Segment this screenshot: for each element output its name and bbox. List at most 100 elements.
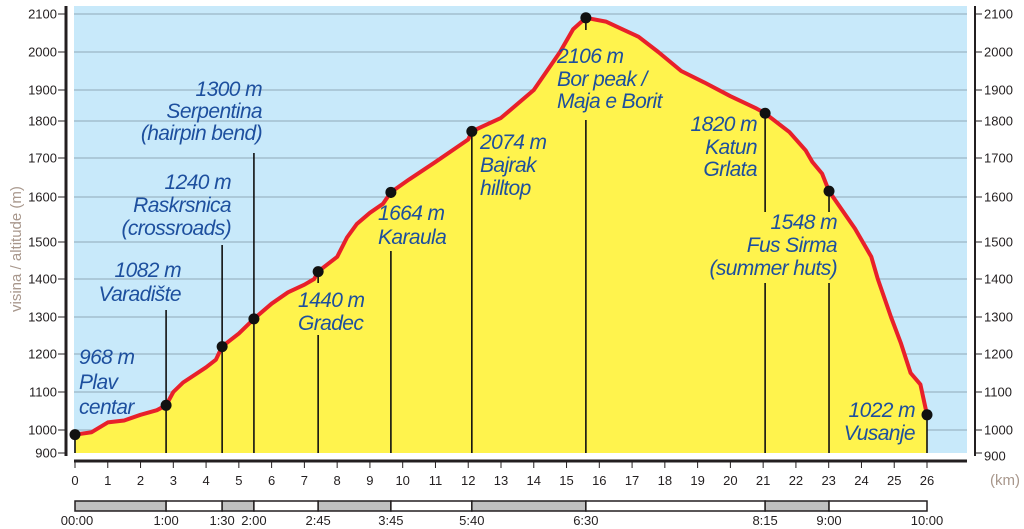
time-bar-segment	[390, 500, 473, 512]
time-bar-segment	[471, 500, 587, 512]
x-tick-label: 2	[137, 473, 144, 488]
waypoint-name-label: Bor peak /	[557, 68, 649, 91]
x-tick-label: 1	[104, 473, 111, 488]
waypoint-name-label: Karaula	[378, 226, 446, 249]
time-bar-segment	[221, 500, 255, 512]
time-label: 2:45	[305, 513, 330, 528]
waypoint-name-label: Serpentina	[166, 100, 262, 123]
y-tick-label: 1100	[29, 385, 57, 400]
time-bar-segment	[165, 500, 223, 512]
waypoint-name-label: (hairpin bend)	[141, 122, 262, 145]
y-tick-label: 1200	[28, 347, 57, 362]
y-tick-label-right: 1300	[984, 310, 1013, 325]
x-tick-label: 4	[202, 473, 209, 488]
time-bar-segment	[828, 500, 928, 512]
y-tick-label: 1500	[28, 235, 57, 250]
waypoint-dot	[823, 185, 835, 197]
x-tick-label: 7	[301, 473, 308, 488]
x-tick-label: 17	[625, 473, 639, 488]
elevation-area	[75, 17, 927, 454]
waypoint-dot	[312, 266, 324, 278]
x-tick-label: 24	[854, 473, 868, 488]
y-tick-label: 1800	[28, 114, 57, 129]
y-tick-label-right: 1500	[984, 235, 1013, 250]
waypoint-name-label: (crossroads)	[122, 217, 232, 240]
x-tick-label: 13	[494, 473, 508, 488]
y-tick-label-right: 1100	[984, 385, 1012, 400]
y-tick-label: 1000	[28, 423, 57, 438]
waypoint-altitude-label: 1820 m	[691, 113, 758, 136]
x-tick-label: 21	[756, 473, 770, 488]
x-tick-label: 16	[592, 473, 606, 488]
y-axis-title: visina / altitude (m)	[8, 186, 25, 312]
x-tick-label: 14	[527, 473, 541, 488]
waypoint-dot	[160, 399, 172, 411]
y-tick-label-right: 1200	[984, 347, 1013, 362]
time-label: 8:15	[752, 513, 777, 528]
x-tick-label: 6	[268, 473, 275, 488]
waypoint-name-label: Fus Sirma	[747, 234, 837, 257]
waypoint-altitude-label: 2106 m	[556, 45, 624, 68]
x-tick-label: 26	[920, 473, 934, 488]
x-axis-title: (km)	[990, 472, 1020, 489]
waypoint-name-label: centar	[79, 396, 135, 419]
time-bar-segment	[317, 500, 392, 512]
time-label: 6:30	[573, 513, 598, 528]
y-tick-label-right: 2000	[984, 45, 1013, 60]
x-tick-label: 3	[170, 473, 177, 488]
y-tick-label-right: 1600	[984, 190, 1013, 205]
time-label: 1:00	[153, 513, 178, 528]
waypoint-altitude-label: 1440 m	[298, 289, 365, 312]
x-tick-label: 19	[690, 473, 704, 488]
y-tick-label-right: 1400	[984, 272, 1013, 287]
time-bar-segment	[764, 500, 830, 512]
y-tick-label: 900	[35, 446, 57, 461]
time-label: 00:00	[61, 513, 94, 528]
time-label: 5:40	[459, 513, 484, 528]
x-tick-label: 10	[395, 473, 409, 488]
x-tick-label: 15	[559, 473, 573, 488]
time-label: 1:30	[209, 513, 234, 528]
x-tick-label: 25	[887, 473, 901, 488]
waypoint-name-label: Grlata	[703, 158, 757, 181]
waypoint-dot	[580, 12, 592, 24]
waypoint-name-label: Bajrak	[480, 154, 538, 177]
x-tick-label: 0	[71, 473, 78, 488]
waypoint-dot	[466, 125, 478, 137]
waypoint-name-label: Maja e Borit	[557, 90, 664, 113]
time-label: 9:00	[816, 513, 841, 528]
time-label: 2:00	[241, 513, 266, 528]
time-bar-segment	[253, 500, 319, 512]
x-tick-label: 9	[366, 473, 373, 488]
y-tick-label-right: 2100	[984, 7, 1013, 22]
y-tick-label: 1400	[28, 272, 57, 287]
time-bar-segment	[74, 500, 167, 512]
waypoint-name-label: Raskrsnica	[133, 194, 231, 217]
waypoint-altitude-label: 1240 m	[165, 171, 232, 194]
y-tick-label: 1900	[28, 83, 57, 98]
y-tick-label-right: 1800	[984, 114, 1013, 129]
waypoint-name-label: Katun	[705, 136, 757, 159]
y-tick-label: 2000	[28, 45, 57, 60]
waypoint-altitude-label: 968 m	[79, 346, 134, 369]
waypoint-altitude-label: 1548 m	[771, 211, 838, 234]
time-bar-segment	[585, 500, 766, 512]
waypoint-name-label: Varadište	[98, 283, 181, 306]
time-label: 3:45	[378, 513, 403, 528]
time-label: 10:00	[911, 513, 944, 528]
y-tick-label-right: 1000	[984, 423, 1013, 438]
waypoint-name-label: hilltop	[480, 177, 531, 200]
waypoint-name-label: Vusanje	[844, 422, 915, 445]
waypoint-dot	[69, 429, 81, 441]
waypoint-dot	[385, 186, 397, 198]
waypoint-name-label: (summer huts)	[709, 257, 837, 280]
waypoint-altitude-label: 1664 m	[378, 202, 445, 225]
x-tick-label: 23	[821, 473, 835, 488]
waypoint-name-label: Plav	[79, 371, 120, 394]
waypoint-dot	[921, 409, 933, 421]
waypoint-altitude-label: 1022 m	[849, 399, 916, 422]
x-tick-label: 11	[429, 473, 443, 488]
waypoint-altitude-label: 2074 m	[479, 131, 547, 154]
x-tick-label: 18	[658, 473, 672, 488]
